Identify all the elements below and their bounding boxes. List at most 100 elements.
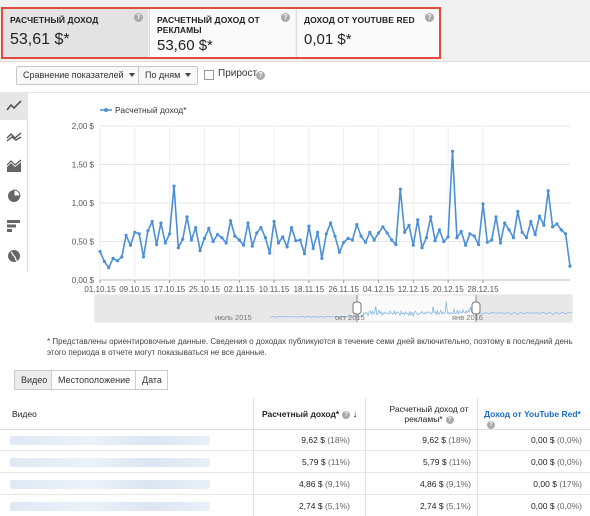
data-point [420, 246, 424, 250]
cell-estimated: 2,74 $ (5,1%) [299, 501, 350, 511]
map-button[interactable] [0, 242, 28, 270]
multi-line-icon [6, 132, 22, 142]
data-point [442, 239, 446, 244]
data-point [329, 221, 333, 225]
card-estimated-revenue[interactable]: Расчетный доход 53,61 $* ? [3, 9, 148, 57]
data-point [516, 209, 520, 214]
x-tick-label: 04.12.15 [363, 285, 395, 294]
video-title-redacted [10, 480, 210, 489]
cell-value: 0,00 $ [530, 435, 555, 445]
data-point [416, 218, 420, 222]
data-point [268, 251, 272, 255]
help-icon[interactable]: ? [445, 416, 454, 424]
area-chart-button[interactable] [0, 152, 28, 180]
multi-line-button[interactable] [0, 122, 28, 150]
data-point [128, 243, 133, 247]
timeline-handle-left[interactable] [352, 301, 362, 315]
data-point [533, 233, 537, 237]
timeline-handle-right[interactable] [471, 301, 481, 315]
data-point [498, 241, 502, 245]
video-title-redacted [10, 436, 210, 445]
header-label-line1: Расчетный доход от [389, 404, 469, 414]
cell-value: 9,62 $ [301, 435, 325, 445]
bar-chart-button[interactable] [0, 212, 28, 240]
data-point [172, 184, 176, 188]
data-point [141, 255, 146, 259]
period-dropdown[interactable]: По дням [138, 66, 199, 85]
data-point [568, 264, 572, 268]
pie-chart-icon [8, 189, 21, 202]
tab-date[interactable]: Дата [135, 370, 168, 390]
data-point [298, 238, 302, 242]
cell-percent: (11%) [327, 457, 350, 467]
data-point [390, 238, 394, 242]
card-youtube-red-revenue[interactable]: Доход от YouTube Red 0,01 $* ? [296, 9, 439, 57]
data-point [146, 229, 150, 233]
header-label-line2: рекламы* [404, 414, 443, 424]
column-header-estimated[interactable]: Расчетный доход*? ↓ [262, 409, 358, 420]
cell-value: 0,00 $ [530, 457, 555, 467]
compare-metrics-dropdown[interactable]: Сравнение показателей [16, 66, 142, 85]
cell-value: 9,62 $ [422, 435, 446, 445]
data-point [537, 214, 542, 218]
sort-arrow-icon: ↓ [352, 409, 358, 420]
cell-youtube-red: 0,00 $ (0,0%) [531, 457, 582, 467]
data-point [398, 187, 402, 191]
help-icon[interactable]: ? [487, 421, 495, 429]
line-chart-button[interactable] [0, 92, 28, 120]
tab-location[interactable]: Местоположение [51, 370, 136, 390]
data-point [102, 259, 106, 264]
timeline-navigator[interactable]: июль 2015 окт 2015 янв 2016 [94, 294, 573, 323]
column-header-youtube-red[interactable]: Доход от YouTube Red*? [484, 409, 590, 429]
table-row[interactable]: 2,74 $ (5,1%) 2,74 $ (5,1%) 0,00 $ (0,0%… [0, 496, 590, 516]
data-point [189, 238, 193, 242]
pie-chart-button[interactable] [0, 182, 28, 210]
data-point [307, 224, 311, 228]
cell-percent: (17%) [559, 479, 582, 489]
table-header: Видео Расчетный доход*? ↓ Расчетный дохо… [0, 398, 590, 430]
data-point [503, 221, 507, 225]
data-point [363, 240, 368, 244]
x-axis-ticks: 01.10.15 09.10.15 17.10.15 25.10.15 02.11.15… [84, 280, 499, 294]
data-point [124, 233, 128, 237]
table-row[interactable]: 4,86 $ (9,1%) 4,86 $ (9,1%) 0,00 $ (17%) [0, 474, 590, 495]
data-point [555, 222, 559, 226]
bar-chart-icon [7, 220, 20, 232]
data-point [520, 230, 524, 234]
cell-ad-revenue: 2,74 $ (5,1%) [420, 501, 471, 511]
dropdown-label: По дням [145, 70, 181, 80]
cell-youtube-red: 0,00 $ (0,0%) [531, 435, 582, 445]
column-header-video[interactable]: Видео [12, 409, 37, 419]
x-tick-label: 26.11.15 [328, 285, 359, 294]
growth-label: Прирост [218, 68, 258, 79]
help-icon[interactable]: ? [425, 13, 434, 22]
table-row[interactable]: 9,62 $ (18%) 9,62 $ (18%) 0,00 $ (0,0%) [0, 430, 590, 451]
globe-map-icon [8, 250, 20, 262]
column-header-ad-revenue[interactable]: Расчетный доход от рекламы*? [384, 404, 474, 424]
area-chart-icon [6, 159, 22, 172]
growth-checkbox[interactable] [204, 70, 214, 80]
help-icon[interactable]: ? [342, 411, 351, 419]
card-ad-revenue[interactable]: Расчетный доход от рекламы 53,60 $* ? [149, 9, 295, 57]
cell-percent: (0,0%) [556, 501, 582, 511]
dropdown-label: Сравнение показателей [23, 70, 124, 80]
data-point [437, 228, 441, 232]
tab-video[interactable]: Видео [14, 370, 52, 390]
cell-value: 4,86 $ [298, 479, 323, 489]
data-point [464, 243, 468, 247]
help-icon[interactable]: ? [281, 13, 290, 22]
cell-value: 0,00 $ [533, 479, 557, 489]
data-point [250, 244, 254, 248]
data-point [207, 226, 211, 230]
estimated-data-note: * Представлены ориентировочные данные. С… [47, 337, 573, 357]
y-tick-label: 0,50 $ [72, 238, 95, 247]
data-point [111, 256, 115, 260]
data-point [115, 259, 119, 263]
help-icon[interactable]: ? [134, 13, 143, 22]
chart-legend: Расчетный доход* [100, 105, 187, 115]
x-tick-label: 28.12.15 [467, 285, 499, 294]
table-row[interactable]: 5,79 $ (11%) 5,79 $ (11%) 0,00 $ (0,0%) [0, 452, 590, 473]
data-point [107, 266, 111, 270]
help-icon[interactable]: ? [256, 71, 265, 80]
data-point [433, 239, 437, 243]
